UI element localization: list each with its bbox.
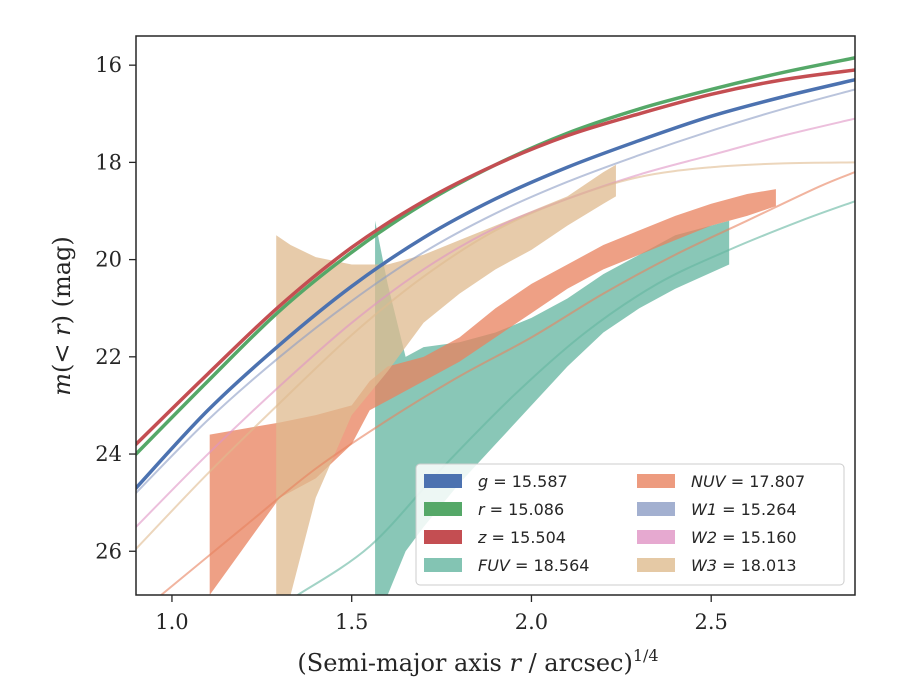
legend-value: = 15.264 [717, 500, 797, 519]
legend-swatch-w3 [637, 558, 675, 572]
legend-label-fuv: FUV = 18.564 [478, 556, 589, 575]
x-tick-label: 2.5 [694, 610, 727, 634]
profile-curves [136, 56, 855, 595]
legend-name: FUV [478, 556, 511, 575]
legend-name: W3 [691, 556, 717, 575]
x-axis-title-sup: 1/4 [633, 646, 659, 665]
legend-swatch-r [424, 502, 462, 516]
legend-value: = 18.013 [717, 556, 797, 575]
x-axis-title-post: / arcsec) [521, 649, 633, 677]
y-tick-label: 24 [95, 442, 122, 466]
x-axis-title-var: r [509, 649, 522, 677]
y-axis-title-m: m [48, 373, 76, 396]
legend-value: = 15.086 [485, 500, 565, 519]
legend-label-w3: W3 = 18.013 [691, 556, 797, 575]
y-tick-label: 16 [95, 53, 122, 77]
legend-name: W2 [691, 528, 717, 547]
legend-frame [415, 463, 845, 586]
legend-value: = 15.504 [486, 528, 566, 547]
curve-w1 [136, 88, 855, 494]
legend-value: = 18.564 [510, 556, 590, 575]
curve-g [136, 78, 855, 490]
legend-swatch-g [424, 474, 462, 488]
x-axis-title-pre: (Semi-major axis [297, 649, 509, 677]
legend-swatch-z [424, 530, 462, 544]
legend-label-nuv: NUV = 17.807 [691, 472, 805, 491]
band-w3 [276, 164, 616, 595]
curve-z [136, 68, 855, 447]
y-axis-title-r: r [48, 323, 76, 336]
x-tick-label: 1.5 [335, 610, 368, 634]
y-tick-label: 26 [95, 539, 122, 563]
uncertainty-bands [209, 164, 776, 595]
legend-label-w2: W2 = 15.160 [691, 528, 797, 547]
legend-name: W1 [691, 500, 717, 519]
y-tick-label: 22 [95, 345, 122, 369]
legend-swatch-w1 [637, 502, 675, 516]
legend-swatch-nuv [637, 474, 675, 488]
legend-value: = 17.807 [726, 472, 806, 491]
legend-value: = 15.587 [488, 472, 568, 491]
legend-label-w1: W1 = 15.264 [691, 500, 797, 519]
y-axis-title-lt: < [48, 336, 76, 364]
legend-label-r: r = 15.086 [478, 500, 564, 519]
y-tick-label: 18 [95, 150, 122, 174]
y-axis-title: m(< r) (mag) [48, 236, 76, 396]
band-fuv [375, 220, 730, 595]
x-axis-ticks: 1.0 1.5 2.0 2.5 [155, 595, 728, 634]
curve-nuv [160, 171, 855, 595]
legend-name: z [477, 528, 487, 547]
y-axis-title-close: ) (mag) [48, 236, 76, 324]
legend-name: NUV [691, 472, 727, 491]
y-axis-ticks: 16 18 20 22 24 26 [95, 53, 136, 563]
legend-value: = 15.160 [717, 528, 797, 547]
curve-w2 [136, 117, 855, 528]
plot-frame [135, 35, 856, 596]
legend-name: r [478, 500, 486, 519]
legend-label-z: z = 15.504 [477, 528, 566, 547]
legend-swatch-w2 [637, 530, 675, 544]
legend-swatch-fuv [424, 558, 462, 572]
legend-name: g [478, 472, 488, 491]
curve-fuv [296, 200, 855, 595]
y-axis-title-open: ( [48, 364, 76, 373]
legend-label-g: g = 15.587 [478, 472, 568, 491]
x-tick-label: 2.0 [515, 610, 548, 634]
x-axis-title: (Semi-major axis r / arcsec)1/4 [297, 646, 658, 677]
y-tick-label: 20 [95, 248, 122, 272]
curve-w3 [136, 161, 855, 550]
x-tick-label: 1.0 [155, 610, 188, 634]
